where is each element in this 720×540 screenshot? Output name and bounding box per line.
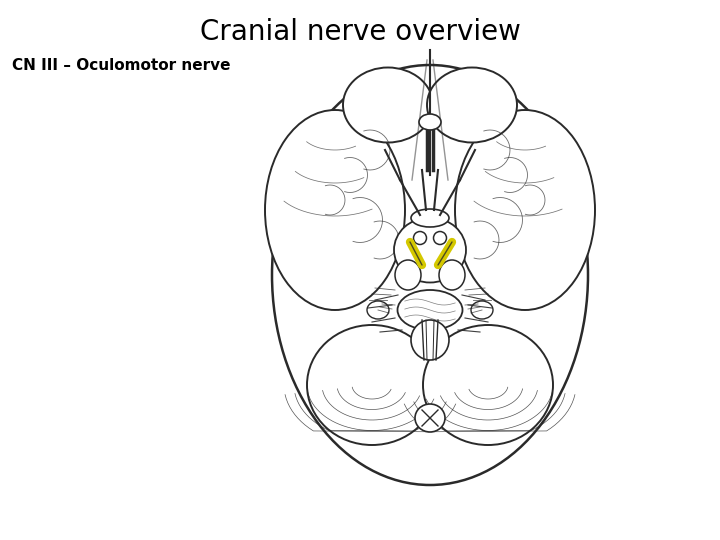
Ellipse shape bbox=[419, 114, 441, 130]
Ellipse shape bbox=[411, 320, 449, 360]
Ellipse shape bbox=[423, 325, 553, 445]
Ellipse shape bbox=[455, 110, 595, 310]
Ellipse shape bbox=[265, 110, 405, 310]
Ellipse shape bbox=[272, 65, 588, 485]
Ellipse shape bbox=[343, 68, 433, 143]
Ellipse shape bbox=[395, 260, 421, 290]
Ellipse shape bbox=[397, 290, 462, 330]
Ellipse shape bbox=[427, 68, 517, 143]
Text: CN III – Oculomotor nerve: CN III – Oculomotor nerve bbox=[12, 58, 230, 73]
Ellipse shape bbox=[367, 301, 389, 319]
Text: Cranial nerve overview: Cranial nerve overview bbox=[199, 18, 521, 46]
Ellipse shape bbox=[413, 232, 426, 245]
Ellipse shape bbox=[471, 301, 493, 319]
Ellipse shape bbox=[415, 404, 445, 432]
Ellipse shape bbox=[307, 325, 437, 445]
Ellipse shape bbox=[433, 232, 446, 245]
Ellipse shape bbox=[394, 218, 466, 282]
Ellipse shape bbox=[439, 260, 465, 290]
Ellipse shape bbox=[411, 209, 449, 227]
